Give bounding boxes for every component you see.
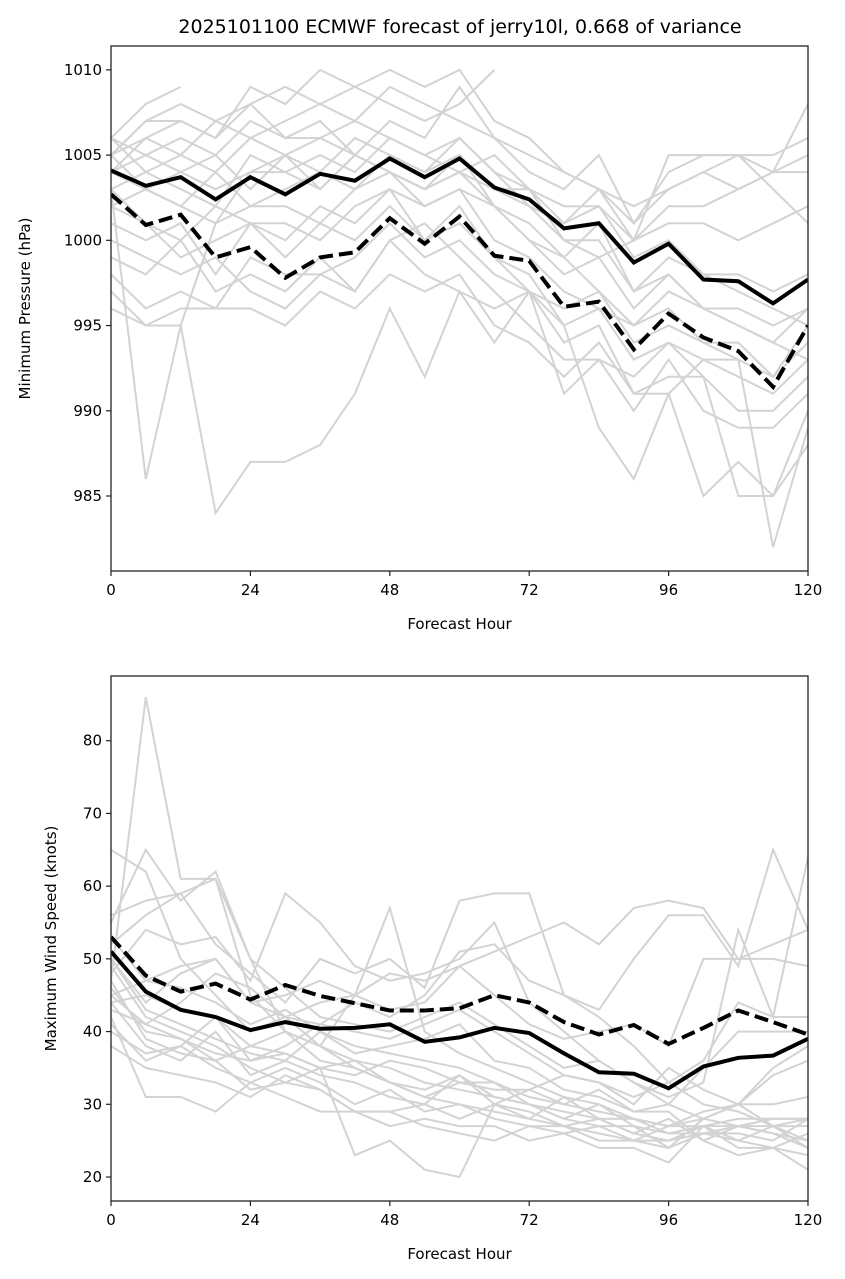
y-tick-label: 80 <box>83 732 102 750</box>
wind-speed-chart: 0 24 48 72 96 120 20 30 40 50 60 70 80 Forecast Hou… <box>42 675 822 1263</box>
x-tick-label: 0 <box>106 581 116 599</box>
axes-frame <box>110 675 809 1202</box>
dashed-series-line <box>111 935 808 1047</box>
x-axis-ticks: 0 24 48 72 96 120 <box>106 1201 822 1229</box>
solid-series-line <box>111 950 808 1091</box>
x-axis-label: Forecast Hour <box>407 1245 512 1263</box>
ensemble-member-line <box>111 137 808 293</box>
ensemble-member-line <box>111 856 808 1099</box>
ensemble-members <box>111 696 808 1179</box>
ensemble-member-line <box>111 273 808 548</box>
ensemble-member-line <box>111 994 808 1157</box>
y-tick-label: 995 <box>73 317 102 335</box>
ensemble-member-line <box>111 187 808 378</box>
ensemble-member-line <box>111 68 496 156</box>
pressure-chart: 2025101100 ECMWF forecast of jerry10l, 0… <box>16 16 822 633</box>
ensemble-member-line <box>111 1016 808 1171</box>
y-tick-label: 60 <box>83 877 102 895</box>
y-tick-label: 70 <box>83 804 102 822</box>
ensemble-member-line <box>111 222 808 429</box>
axes-frame <box>110 45 809 572</box>
x-axis-ticks: 0 24 48 72 96 120 <box>106 571 822 599</box>
ensemble-member-line <box>111 85 808 226</box>
y-tick-label: 985 <box>73 487 102 505</box>
ensemble-member-line <box>111 1001 808 1113</box>
ensemble-member-line <box>111 891 808 1120</box>
ensemble-member-line <box>111 221 808 412</box>
y-tick-label: 20 <box>83 1168 102 1186</box>
y-tick-label: 990 <box>73 402 102 420</box>
x-tick-label: 72 <box>520 1211 539 1229</box>
x-tick-label: 120 <box>794 581 823 599</box>
y-tick-label: 50 <box>83 950 102 968</box>
ensemble-member-line <box>111 1023 808 1149</box>
y-tick-label: 1005 <box>64 146 102 164</box>
summary-series <box>111 935 808 1091</box>
ensemble-member-line <box>111 1001 808 1099</box>
y-tick-label: 1000 <box>64 231 102 249</box>
y-tick-label: 30 <box>83 1095 102 1113</box>
chart-title: 2025101100 ECMWF forecast of jerry10l, 0… <box>178 16 741 38</box>
x-tick-label: 48 <box>380 1211 399 1229</box>
y-axis-label: Minimum Pressure (hPa) <box>16 218 34 400</box>
x-tick-label: 72 <box>520 581 539 599</box>
dashed-series-line <box>111 192 808 391</box>
ensemble-member-line <box>111 957 808 1048</box>
ensemble-member-line <box>111 847 808 1149</box>
ensemble-member-line <box>111 136 808 344</box>
summary-series <box>111 156 808 391</box>
y-tick-label: 1010 <box>64 61 102 79</box>
ensemble-members <box>111 68 808 548</box>
x-axis-label: Forecast Hour <box>407 615 512 633</box>
ensemble-member-line <box>111 980 808 1149</box>
y-axis-ticks: 20 30 40 50 60 70 80 <box>83 732 111 1186</box>
x-tick-label: 120 <box>794 1211 823 1229</box>
x-tick-label: 24 <box>241 1211 260 1229</box>
ensemble-member-line <box>111 289 808 516</box>
ensemble-member-line <box>111 958 808 1149</box>
ensemble-member-line <box>111 892 808 1128</box>
solid-series-line <box>111 156 808 306</box>
y-tick-label: 40 <box>83 1023 102 1041</box>
ensemble-member-line <box>111 86 182 139</box>
y-axis-ticks: 985 990 995 1000 1005 1010 <box>64 61 111 505</box>
ensemble-member-line <box>111 846 808 1026</box>
y-axis-label: Maximum Wind Speed (knots) <box>42 826 60 1052</box>
ensemble-member-line <box>111 848 808 1142</box>
ensemble-member-line <box>111 936 808 1150</box>
x-tick-label: 24 <box>241 581 260 599</box>
x-tick-label: 48 <box>380 581 399 599</box>
x-tick-label: 0 <box>106 1211 116 1229</box>
ensemble-member-line <box>111 238 808 497</box>
ensemble-member-line <box>111 204 808 395</box>
x-tick-label: 96 <box>659 1211 678 1229</box>
ensemble-member-line <box>111 994 808 1179</box>
x-tick-label: 96 <box>659 581 678 599</box>
